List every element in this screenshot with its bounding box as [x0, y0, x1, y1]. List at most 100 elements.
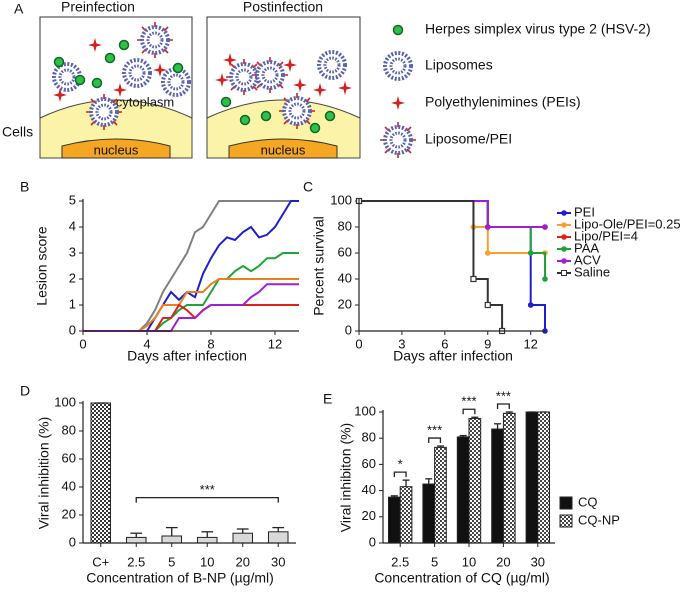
- bar: [456, 436, 470, 544]
- line: [83, 252, 299, 332]
- error-bar: [425, 478, 433, 485]
- legend-label: ACV: [574, 252, 601, 267]
- x-tick-label: 20: [236, 554, 250, 569]
- bar: [125, 536, 147, 544]
- nucleus: [61, 138, 171, 159]
- x-tick-label: C+: [92, 554, 109, 569]
- error-bar: [165, 526, 178, 536]
- line: [83, 200, 299, 332]
- y-tick-label: 60: [338, 244, 352, 259]
- x-tick-label: 12: [268, 336, 282, 351]
- x-tick-label: 0: [79, 336, 86, 351]
- y-tick-label: 80: [338, 218, 352, 233]
- line: [83, 200, 299, 332]
- significance-bracket: [496, 403, 510, 409]
- y-tick-label: 80: [62, 422, 76, 437]
- x-tick-label: 0: [355, 336, 362, 351]
- y-tick-label: 100: [54, 394, 76, 409]
- x-tick-label: 12: [523, 336, 537, 351]
- x-tick-label: 5: [431, 554, 438, 569]
- legend-marker: [561, 246, 567, 252]
- error-bar: [201, 531, 214, 538]
- bar: [399, 486, 413, 544]
- y-tick-label: 100: [354, 403, 376, 418]
- y-tick-label: 0: [369, 534, 376, 549]
- x-tick-label: 9: [484, 336, 491, 351]
- bar: [491, 428, 504, 544]
- marker: [527, 250, 534, 256]
- legend-marker: [561, 234, 567, 240]
- y-tick-label: 0: [69, 322, 76, 337]
- step-line: [359, 200, 545, 228]
- bar: [422, 483, 436, 544]
- schematic-title: Preinfection: [61, 0, 135, 15]
- significance-label: *: [398, 457, 403, 472]
- y-tick-label: 3: [69, 244, 76, 259]
- bar: [388, 496, 401, 544]
- significance-bracket: [428, 437, 442, 444]
- legend-label: CQ: [578, 494, 598, 509]
- error-bar: [130, 532, 143, 538]
- error-bar: [272, 526, 285, 532]
- y-tick-label: 60: [62, 450, 76, 465]
- bar: [90, 402, 112, 544]
- significance-bracket: [135, 496, 279, 503]
- y-tick-label: 20: [338, 296, 352, 311]
- legend-label: Polyethylenimines (PEIs): [425, 94, 581, 110]
- x-tick-label: 4: [143, 336, 150, 351]
- x-tick-label: 6: [441, 336, 448, 351]
- legend-swatch: [559, 496, 573, 510]
- x-tick-label: 2.5: [391, 554, 409, 569]
- error-bar: [471, 416, 479, 419]
- nucleus-label: nucleus: [94, 142, 139, 157]
- step-line: [359, 200, 546, 331]
- panel-letter: B: [20, 179, 29, 195]
- y-axis-label: Viral inhibiton (%): [338, 423, 354, 532]
- legend-label: PAA: [574, 240, 599, 255]
- legend-label: Lipo/PEI=4: [574, 228, 638, 243]
- y-axis-label: Percent survival: [311, 216, 327, 316]
- error-bar: [459, 434, 467, 437]
- x-tick-label: 30: [271, 554, 285, 569]
- bar: [525, 411, 539, 544]
- bar: [502, 412, 516, 544]
- y-axis-label: Viral inhibition (%): [36, 417, 52, 530]
- y-tick-label: 60: [362, 456, 376, 471]
- y-tick-label: 40: [362, 482, 376, 497]
- legend-marker: [561, 270, 567, 276]
- bar: [161, 535, 183, 544]
- marker: [542, 276, 548, 282]
- legend-label: Herpes simplex virus type 2 (HSV-2): [425, 21, 651, 37]
- y-tick-label: 40: [338, 270, 352, 285]
- marker: [542, 224, 548, 230]
- significance-label: ***: [496, 388, 511, 403]
- legend-label: Saline: [574, 264, 610, 279]
- x-tick-label: 30: [531, 554, 545, 569]
- significance-bracket: [462, 408, 476, 415]
- y-tick-label: 20: [62, 506, 76, 521]
- x-tick-label: 3: [398, 336, 405, 351]
- marker: [484, 224, 491, 230]
- error-bar: [505, 411, 513, 414]
- cytoplasm-label: cytoplasm: [116, 94, 175, 109]
- y-tick-label: 1: [69, 296, 76, 311]
- bar: [267, 531, 289, 544]
- cells-label: Cells: [2, 124, 33, 140]
- legend-swatch: [559, 514, 573, 528]
- y-axis-label: Lesion score: [34, 226, 50, 306]
- legend-marker: [561, 222, 567, 228]
- marker: [484, 250, 491, 256]
- error-bar: [390, 495, 398, 498]
- legend-label: Liposomes: [425, 57, 493, 73]
- x-tick-label: 5: [168, 554, 175, 569]
- significance-label: ***: [427, 422, 442, 437]
- y-tick-label: 40: [62, 478, 76, 493]
- y-tick-label: 20: [362, 508, 376, 523]
- x-tick-label: 10: [462, 554, 476, 569]
- nucleus: [228, 138, 338, 159]
- x-axis-label: Concentration of B-NP (µg/ml): [86, 570, 274, 586]
- legend-marker: [561, 258, 567, 264]
- step-line: [359, 200, 545, 228]
- error-bar: [436, 445, 444, 448]
- bar: [232, 532, 254, 544]
